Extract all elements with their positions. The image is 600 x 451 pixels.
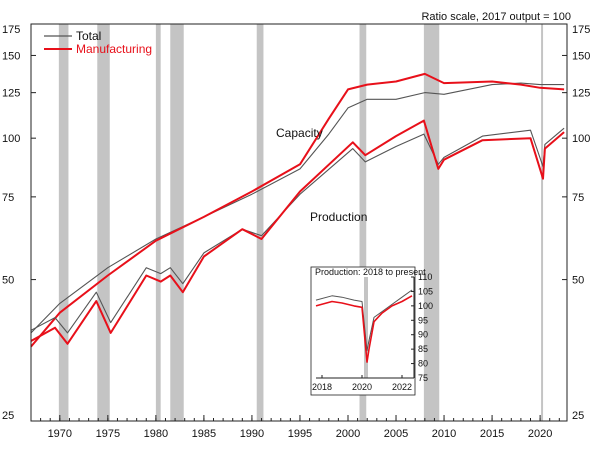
x-tick-label-2005: 2005 (384, 428, 408, 440)
y-tick-label-right-25: 25 (572, 410, 584, 422)
x-tick-label-1985: 1985 (192, 428, 216, 440)
y-tick-label-right-50: 50 (572, 275, 584, 287)
inset-y-tick-label-95: 95 (418, 315, 428, 325)
annotation-production: Production (310, 210, 367, 224)
inset-y-tick-label-90: 90 (418, 330, 428, 340)
recession-band-7 (541, 24, 544, 421)
inset-y-tick-label-75: 75 (418, 373, 428, 383)
series-line-capacity-manufacturing (30, 72, 565, 348)
y-tick-label-left-175: 175 (2, 24, 20, 36)
inset-y-tick-label-105: 105 (418, 286, 433, 296)
inset-recession-shading (364, 277, 368, 378)
inset-series-line-total (315, 289, 413, 352)
y-tick-label-right-175: 175 (572, 24, 590, 36)
inset-x-tick-label-2020: 2020 (352, 382, 372, 392)
inset-chart: Production: 2018 to present 75 80 85 90 95 10… (310, 266, 433, 396)
x-tick-label-2000: 2000 (336, 428, 360, 440)
recession-band-0 (58, 24, 69, 421)
series-line-capacity-total (30, 82, 565, 334)
inset-series-lines (315, 289, 413, 363)
y-tick-label-right-150: 150 (572, 50, 590, 62)
recession-band-2 (155, 24, 161, 421)
y-axis: 25 25 50 50 75 75 100 100 125 125 150 150 175 175 (2, 23, 590, 422)
x-tick-label-2020: 2020 (528, 428, 552, 440)
x-tick-label-1990: 1990 (240, 428, 264, 440)
y-tick-label-left-100: 100 (2, 133, 20, 145)
x-tick-label-2015: 2015 (480, 428, 504, 440)
inset-recession-band (364, 277, 368, 378)
inset-y-axis: 75 80 85 90 95 100 105 110 (411, 272, 433, 383)
inset-series-line-manufacturing (315, 295, 413, 363)
series-line-production-total (30, 127, 565, 334)
legend-label-total: Total (76, 29, 101, 43)
recession-band-5 (359, 24, 367, 421)
x-tick-label-1970: 1970 (48, 428, 72, 440)
y-tick-label-left-25: 25 (2, 410, 14, 422)
y-tick-label-left-150: 150 (2, 50, 20, 62)
x-axis: 1970 1975 1980 1985 1990 1995 2000 2005 2010 2015… (30, 415, 560, 440)
legend-label-manufacturing: Manufacturing (76, 42, 152, 56)
inset-x-tick-label-2018: 2018 (312, 382, 332, 392)
y-tick-label-right-100: 100 (572, 133, 590, 145)
recession-band-1 (97, 24, 110, 421)
annotation-capacity: Capacity (276, 126, 323, 140)
y-tick-label-left-50: 50 (2, 275, 14, 287)
recession-band-6 (423, 24, 440, 421)
y-tick-label-left-125: 125 (2, 88, 20, 100)
x-tick-label-1995: 1995 (288, 428, 312, 440)
inset-x-axis: 2018 2020 2022 (312, 375, 414, 392)
series-lines (30, 72, 565, 348)
y-tick-label-right-75: 75 (572, 192, 584, 204)
y-tick-label-right-125: 125 (572, 88, 590, 100)
recession-band-3 (170, 24, 184, 421)
legend: Total Manufacturing (44, 29, 152, 56)
series-line-production-manufacturing (30, 119, 565, 345)
inset-y-tick-label-110: 110 (418, 272, 432, 282)
inset-x-tick-label-2022: 2022 (392, 382, 412, 392)
x-tick-label-1980: 1980 (144, 428, 168, 440)
inset-y-tick-label-100: 100 (418, 301, 433, 311)
inset-title: Production: 2018 to present (315, 267, 426, 277)
y-tick-label-left-75: 75 (2, 192, 14, 204)
x-tick-label-2010: 2010 (432, 428, 456, 440)
inset-background (310, 266, 416, 396)
plot-frame (30, 23, 568, 422)
x-tick-label-1975: 1975 (96, 428, 120, 440)
inset-y-tick-label-85: 85 (418, 344, 428, 354)
inset-y-tick-label-80: 80 (418, 359, 428, 369)
chart-subtitle: Ratio scale, 2017 output = 100 (421, 11, 571, 23)
recession-shading (58, 24, 544, 421)
recession-band-4 (256, 24, 264, 421)
